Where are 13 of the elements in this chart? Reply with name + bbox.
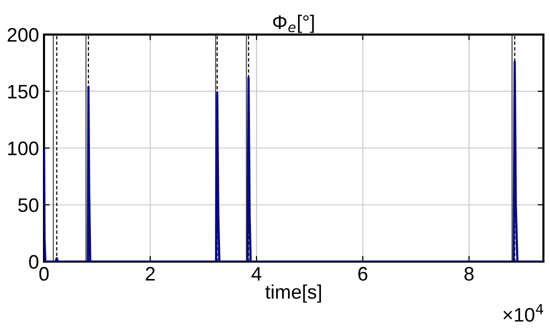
- y-tick-label: 150: [8, 84, 38, 99]
- chart-title: Φ$_{e}$[°]: [273, 14, 314, 33]
- x-axis-title: time[s]: [265, 284, 321, 303]
- text: ×10$^{4}$: [503, 304, 544, 322]
- x-tick-label: 2: [146, 266, 155, 281]
- x-tick-label: 0: [39, 266, 49, 281]
- y-tick-label: 200: [8, 28, 38, 42]
- y-tick-label: 0: [29, 255, 38, 269]
- y-tick-label: 50: [18, 198, 38, 212]
- x-tick-label: 4: [252, 267, 262, 281]
- x-tick-label: 8: [464, 266, 474, 281]
- x-tick-label: 6: [358, 266, 368, 281]
- y-tick-label: 100: [8, 142, 38, 156]
